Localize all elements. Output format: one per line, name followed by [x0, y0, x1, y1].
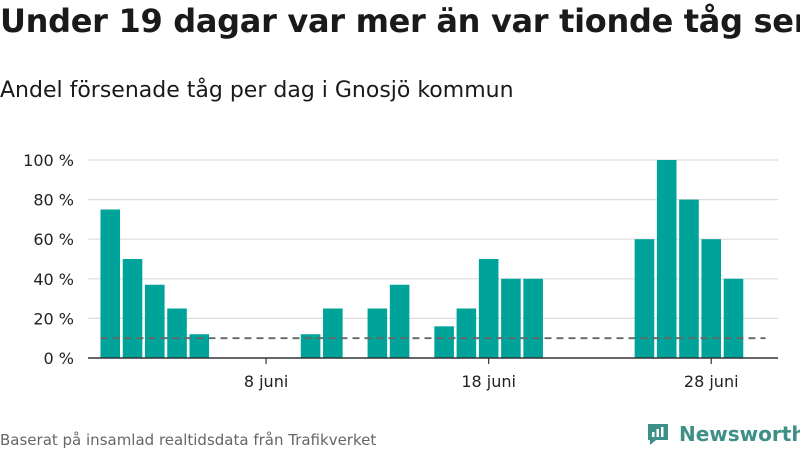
bar — [701, 239, 722, 358]
bar — [656, 160, 677, 358]
bar — [434, 326, 454, 358]
bar — [478, 259, 499, 358]
bar — [144, 284, 165, 358]
bar — [456, 308, 477, 358]
y-tick-label: 80 % — [33, 191, 74, 210]
chart-title: Under 19 dagar var mer än var tionde tåg… — [0, 2, 800, 40]
bar — [523, 278, 543, 358]
y-tick-label: 0 % — [44, 349, 74, 368]
bar — [189, 334, 210, 358]
bar — [167, 308, 187, 358]
newsworthy-logo-icon — [648, 424, 668, 445]
source-note: Baserat på insamlad realtidsdata från Tr… — [0, 431, 377, 449]
bar — [634, 239, 655, 358]
newsworthy-brand[interactable]: Newsworthy — [645, 420, 800, 448]
bar — [723, 278, 744, 358]
y-tick-label: 40 % — [33, 270, 74, 289]
bar-chart: 0 % 20 % 40 % 60 % 80 % 100 % 8 juni 18 juni 28 … — [23, 151, 778, 391]
bar — [300, 334, 321, 358]
bar — [100, 209, 121, 358]
x-tick-label: 28 juni — [684, 372, 739, 391]
axes: 0 % 20 % 40 % 60 % 80 % 100 % 8 juni 18 juni 28 … — [23, 151, 778, 391]
bars — [100, 160, 744, 358]
bar — [679, 199, 699, 358]
y-tick-label: 60 % — [33, 230, 74, 249]
chart-subtitle: Andel försenade tåg per dag i Gnosjö kom… — [0, 78, 514, 103]
bar — [501, 278, 521, 358]
bar — [122, 259, 143, 358]
bar — [367, 308, 388, 358]
y-tick-label: 20 % — [33, 309, 74, 328]
x-tick-label: 8 juni — [244, 372, 288, 391]
brand-name: Newsworthy — [679, 422, 800, 446]
y-tick-label: 100 % — [23, 151, 74, 170]
bar — [323, 308, 343, 358]
x-tick-label: 18 juni — [461, 372, 516, 391]
bar — [389, 284, 410, 358]
